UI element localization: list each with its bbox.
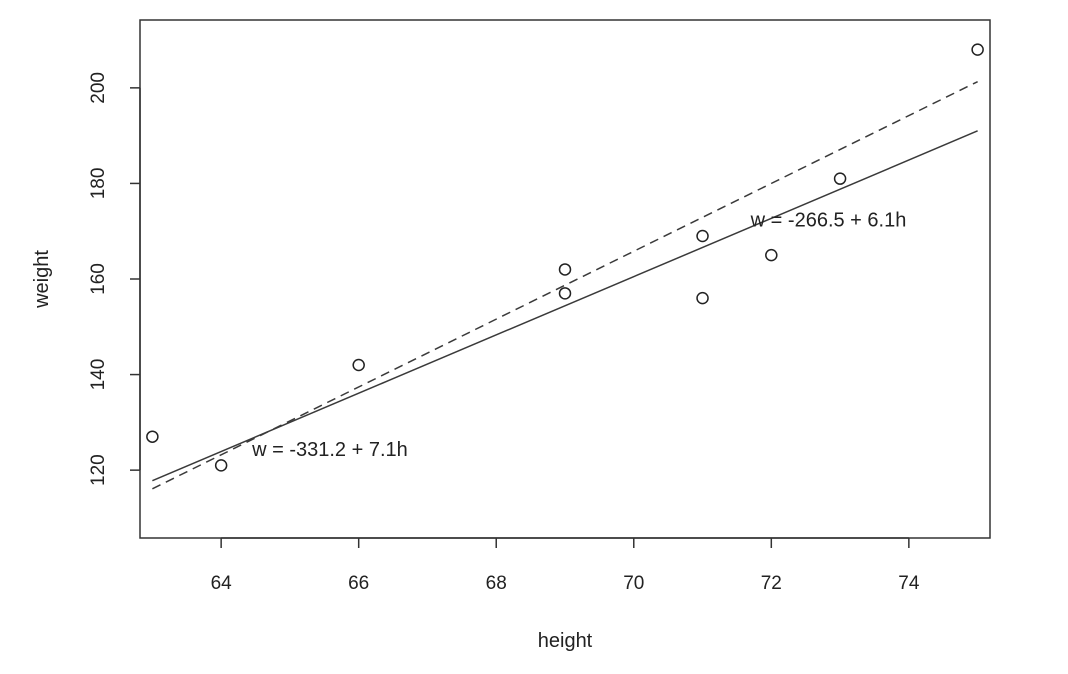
y-tick-label: 160 bbox=[88, 263, 109, 295]
y-tick-label: 120 bbox=[88, 454, 109, 486]
y-tick-label: 140 bbox=[88, 359, 109, 391]
x-tick-label: 66 bbox=[348, 573, 369, 594]
y-axis: 120 140 160 180 200 bbox=[88, 72, 141, 486]
data-point bbox=[558, 263, 572, 276]
x-tick-label: 70 bbox=[623, 573, 644, 594]
y-tick-label: 180 bbox=[88, 168, 109, 200]
data-point bbox=[696, 291, 709, 305]
line-equation-label: w = -331.2 + 7.1h bbox=[251, 439, 408, 461]
fit-lines bbox=[152, 80, 978, 490]
data-point bbox=[214, 459, 228, 472]
data-point bbox=[352, 358, 365, 372]
data-point bbox=[971, 43, 984, 56]
data-point bbox=[696, 229, 709, 243]
x-tick-label: 74 bbox=[898, 573, 920, 594]
line-equation-label: w = -266.5 + 6.1h bbox=[750, 209, 907, 231]
y-axis-label: weight bbox=[31, 250, 53, 309]
fit-line-solid bbox=[152, 130, 978, 482]
x-tick-label: 68 bbox=[486, 573, 507, 594]
data-points bbox=[146, 43, 984, 472]
line-annotations: w = -266.5 + 6.1h w = -331.2 + 7.1h bbox=[251, 209, 906, 460]
x-axis: 64 66 68 70 72 74 bbox=[211, 537, 920, 594]
fit-line-dashed bbox=[152, 80, 978, 490]
y-tick-label: 200 bbox=[88, 72, 109, 104]
x-tick-label: 72 bbox=[761, 573, 782, 594]
data-point bbox=[833, 172, 847, 185]
x-tick-label: 64 bbox=[211, 573, 233, 594]
data-point bbox=[558, 287, 572, 300]
x-axis-label: height bbox=[538, 630, 593, 652]
data-point bbox=[146, 430, 159, 443]
data-point bbox=[765, 248, 778, 262]
